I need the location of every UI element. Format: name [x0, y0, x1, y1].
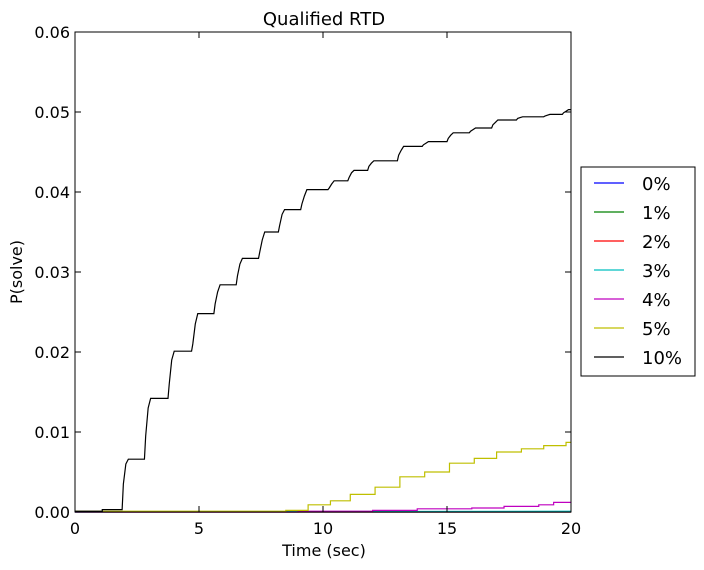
y-tick-label-4: 0.04	[34, 183, 70, 202]
series-line-5	[75, 441, 571, 512]
x-tick-label-1: 5	[194, 519, 204, 538]
x-tick-label-0: 0	[70, 519, 80, 538]
legend-label-2: 2%	[642, 232, 671, 253]
x-tick-label-2: 10	[313, 519, 333, 538]
x-tick-label-3: 15	[437, 519, 457, 538]
y-tick-label-0: 0.00	[34, 503, 70, 522]
chart-title: Qualified RTD	[263, 9, 385, 30]
y-tick-label-6: 0.06	[34, 23, 70, 42]
series-line-4	[75, 501, 571, 513]
y-tick-label-2: 0.02	[34, 343, 70, 362]
series-line-6	[75, 108, 571, 512]
legend-label-4: 4%	[642, 290, 671, 311]
legend-label-5: 5%	[642, 319, 671, 340]
series-lines	[74, 108, 572, 513]
y-tick-label-3: 0.03	[34, 263, 70, 282]
y-tick-label-1: 0.01	[34, 423, 70, 442]
legend: 0% 1% 2% 3% 4% 5% 10%	[580, 166, 696, 377]
x-tick-label-4: 20	[561, 519, 581, 538]
x-axis-title: Time (sec)	[281, 541, 366, 560]
legend-label-0: 0%	[642, 174, 671, 195]
tick-labels: 0 5 10 15 20 0.00 0.01 0.02 0.03 0.04 0.05 0.06	[34, 23, 581, 538]
legend-label-6: 10%	[642, 348, 682, 369]
legend-label-1: 1%	[642, 203, 671, 224]
legend-label-3: 3%	[642, 261, 671, 282]
y-tick-label-5: 0.05	[34, 103, 70, 122]
axis-ticks	[74, 31, 572, 513]
plot-frame	[74, 31, 572, 513]
y-axis-title: P(solve)	[7, 240, 26, 304]
legend-box	[580, 166, 696, 377]
